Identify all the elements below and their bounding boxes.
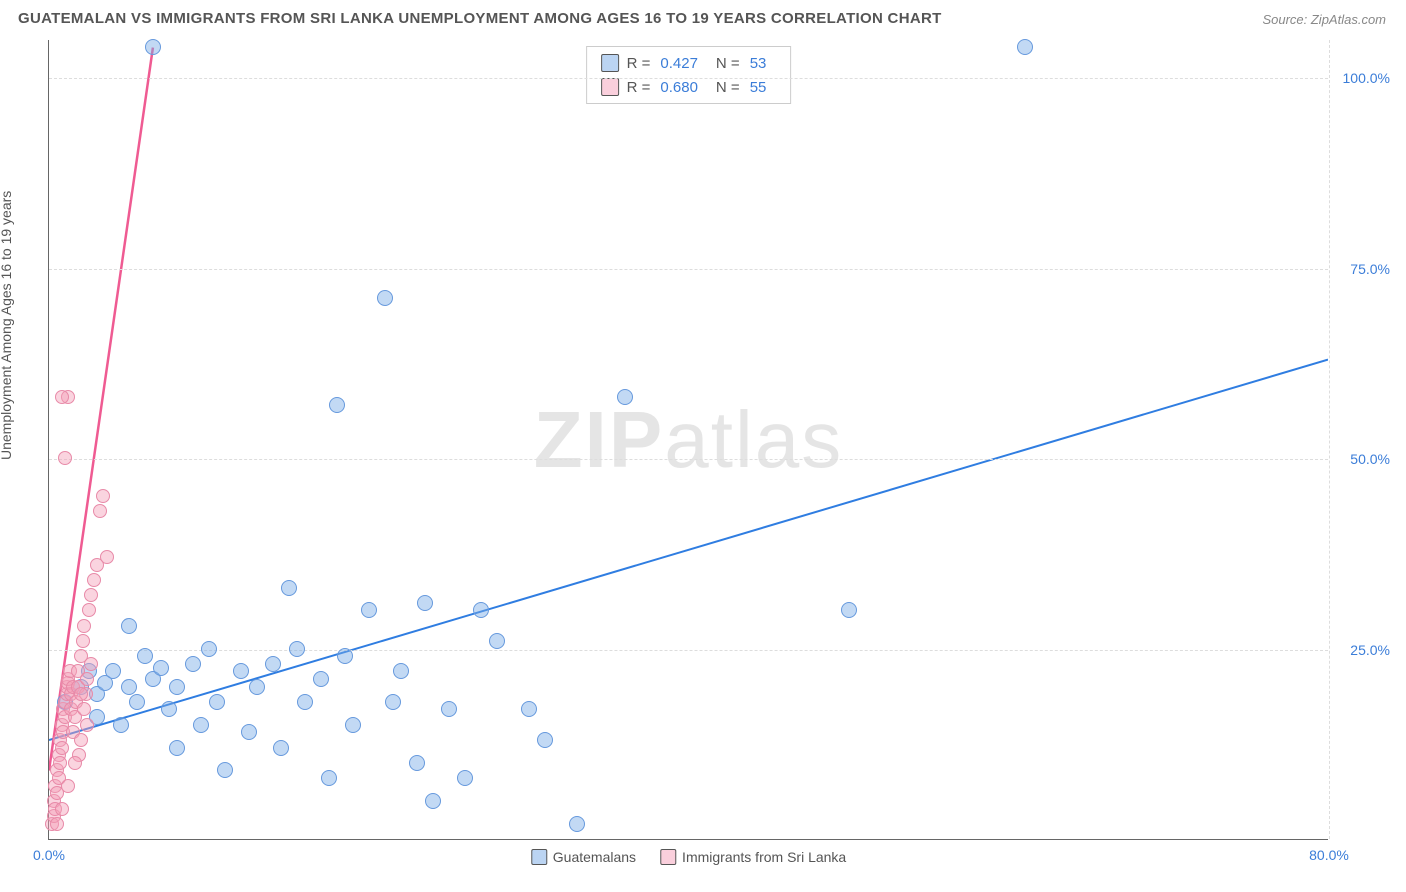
data-point (82, 603, 96, 617)
watermark-bold: ZIP (534, 395, 664, 484)
watermark: ZIPatlas (534, 394, 843, 486)
x-tick-label: 80.0% (1309, 847, 1349, 863)
data-point (58, 451, 72, 465)
data-point (61, 779, 75, 793)
data-point (68, 756, 82, 770)
data-point (105, 663, 121, 679)
gridline-h (49, 269, 1328, 270)
y-tick-label: 75.0% (1350, 261, 1390, 277)
data-point (329, 397, 345, 413)
data-point (201, 641, 217, 657)
data-point (84, 657, 98, 671)
data-point (87, 573, 101, 587)
legend-item: Immigrants from Sri Lanka (660, 849, 846, 865)
data-point (385, 694, 401, 710)
legend-item: Guatemalans (531, 849, 636, 865)
data-point (80, 672, 94, 686)
data-point (409, 755, 425, 771)
data-point (161, 701, 177, 717)
data-point (121, 679, 137, 695)
data-point (100, 550, 114, 564)
data-point (377, 290, 393, 306)
data-point (53, 756, 67, 770)
data-point (521, 701, 537, 717)
data-point (289, 641, 305, 657)
plot-area: ZIPatlas R =0.427N =53R =0.680N =55 Guat… (48, 40, 1328, 840)
legend-label: Guatemalans (553, 849, 636, 865)
legend-swatch (601, 78, 619, 96)
data-point (249, 679, 265, 695)
data-point (457, 770, 473, 786)
trend-lines (49, 40, 1328, 839)
gridline-h (49, 78, 1328, 79)
data-point (84, 588, 98, 602)
y-axis-label: Unemployment Among Ages 16 to 19 years (0, 191, 14, 460)
y-tick-label: 50.0% (1350, 451, 1390, 467)
data-point (273, 740, 289, 756)
data-point (569, 816, 585, 832)
data-point (425, 793, 441, 809)
legend-swatch (601, 54, 619, 72)
data-point (80, 718, 94, 732)
data-point (321, 770, 337, 786)
legend-label: Immigrants from Sri Lanka (682, 849, 846, 865)
data-point (50, 817, 64, 831)
chart-title: GUATEMALAN VS IMMIGRANTS FROM SRI LANKA … (18, 10, 942, 27)
legend-series: Guatemalans Immigrants from Sri Lanka (531, 849, 846, 865)
data-point (393, 663, 409, 679)
data-point (537, 732, 553, 748)
data-point (74, 733, 88, 747)
legend-row: R =0.427N =53 (601, 51, 777, 75)
gridline-h (49, 459, 1328, 460)
data-point (473, 602, 489, 618)
data-point (489, 633, 505, 649)
data-point (55, 390, 69, 404)
legend-swatch (660, 849, 676, 865)
gridline-h (49, 650, 1328, 651)
source-attribution: Source: ZipAtlas.com (1262, 12, 1386, 27)
watermark-light: atlas (664, 395, 843, 484)
data-point (77, 702, 91, 716)
data-point (93, 504, 107, 518)
data-point (337, 648, 353, 664)
data-point (841, 602, 857, 618)
data-point (169, 679, 185, 695)
data-point (55, 802, 69, 816)
legend-swatch (531, 849, 547, 865)
data-point (1017, 39, 1033, 55)
data-point (121, 618, 137, 634)
data-point (137, 648, 153, 664)
data-point (185, 656, 201, 672)
data-point (169, 740, 185, 756)
data-point (313, 671, 329, 687)
data-point (617, 389, 633, 405)
data-point (74, 687, 88, 701)
data-point (76, 634, 90, 648)
x-tick-label: 0.0% (33, 847, 65, 863)
data-point (96, 489, 110, 503)
data-point (129, 694, 145, 710)
data-point (281, 580, 297, 596)
data-point (145, 39, 161, 55)
y-tick-label: 25.0% (1350, 642, 1390, 658)
gridline-v (1329, 40, 1330, 839)
data-point (241, 724, 257, 740)
data-point (233, 663, 249, 679)
data-point (345, 717, 361, 733)
data-point (297, 694, 313, 710)
data-point (265, 656, 281, 672)
data-point (417, 595, 433, 611)
legend-correlation: R =0.427N =53R =0.680N =55 (586, 46, 792, 104)
data-point (113, 717, 129, 733)
data-point (217, 762, 233, 778)
data-point (153, 660, 169, 676)
data-point (193, 717, 209, 733)
data-point (55, 741, 69, 755)
y-tick-label: 100.0% (1343, 70, 1390, 86)
data-point (209, 694, 225, 710)
data-point (361, 602, 377, 618)
data-point (77, 619, 91, 633)
data-point (441, 701, 457, 717)
